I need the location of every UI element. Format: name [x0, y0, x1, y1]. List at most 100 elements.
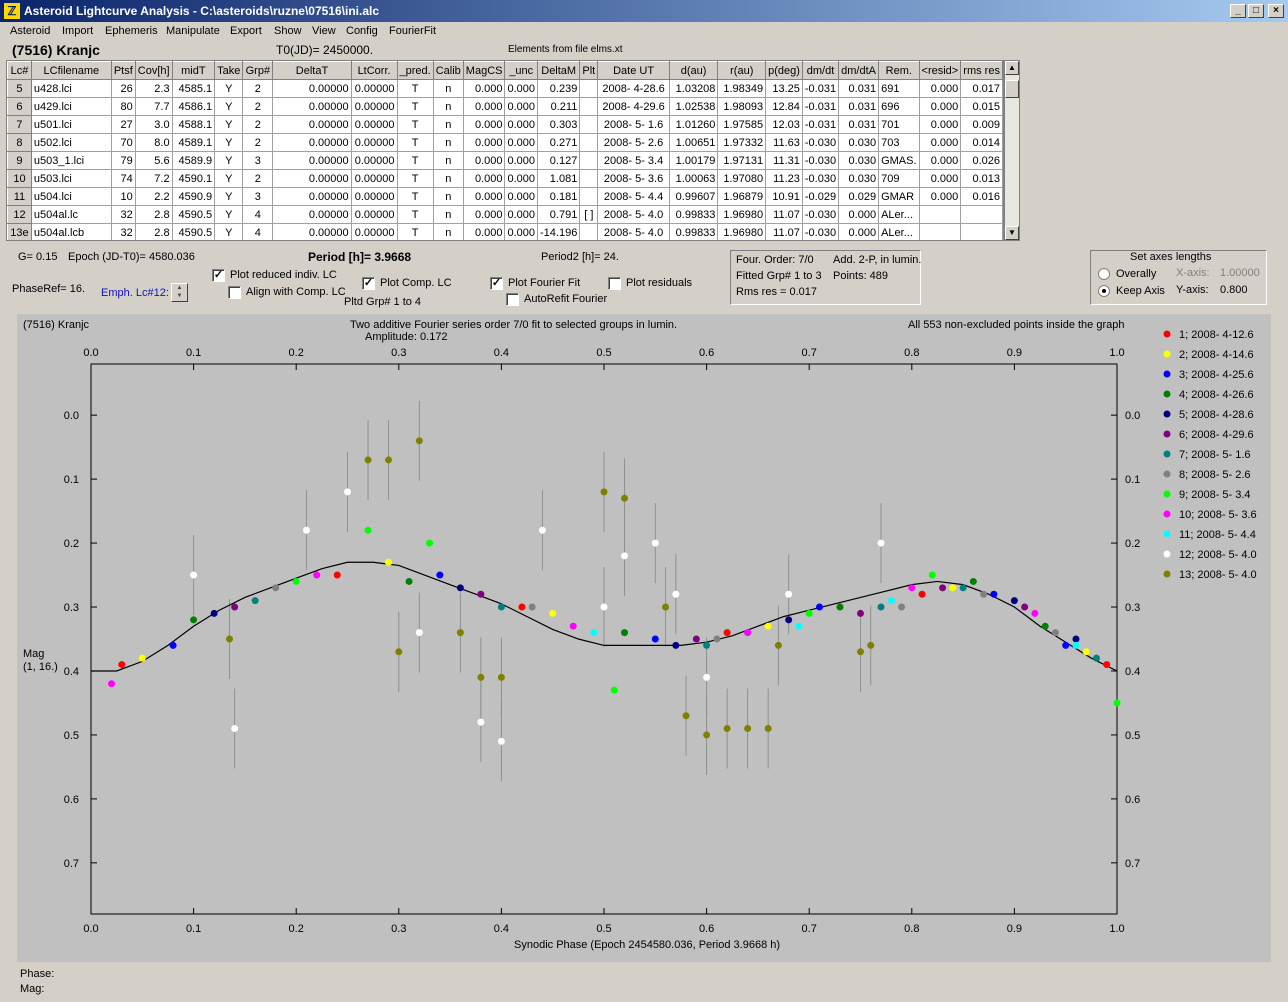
table-cell[interactable]: 80 [110, 97, 136, 116]
menu-export[interactable]: Export [230, 25, 262, 37]
table-cell[interactable]: 7.7 [134, 97, 173, 116]
plot-residuals-checkbox[interactable] [608, 277, 621, 290]
table-cell[interactable]: n [432, 79, 464, 98]
table-cell[interactable] [579, 79, 599, 98]
x-axis-value[interactable]: 1.00000 [1220, 267, 1260, 279]
table-cell[interactable]: T [396, 133, 434, 152]
table-cell[interactable]: 0.271 [537, 133, 581, 152]
table-cell[interactable]: 1.97332 [717, 133, 767, 152]
table-cell[interactable]: 5.6 [134, 151, 173, 170]
plot-reduced-checkbox[interactable]: ✓ [212, 269, 225, 282]
table-cell[interactable]: 4590.5 [171, 223, 216, 240]
table-cell[interactable]: 12.84 [765, 97, 803, 116]
table-cell[interactable]: 70 [110, 133, 136, 152]
table-cell[interactable]: n [432, 97, 464, 116]
table-cell[interactable]: Y [214, 223, 244, 240]
column-header[interactable]: DeltaT [272, 61, 352, 80]
table-cell[interactable]: 1.96980 [717, 223, 767, 240]
table-cell[interactable]: [ ] [579, 205, 599, 224]
table-cell[interactable]: 0.00000 [272, 115, 352, 134]
table-cell[interactable]: T [396, 169, 434, 188]
table-cell[interactable] [579, 187, 599, 206]
table-scrollbar[interactable]: ▲ ▼ [1004, 60, 1020, 241]
table-cell[interactable]: 2 [242, 169, 274, 188]
table-cell[interactable]: 2.2 [134, 187, 173, 206]
table-cell[interactable]: 0.000 [838, 205, 880, 224]
table-cell[interactable]: T [396, 187, 434, 206]
column-header[interactable]: MagCS [462, 61, 506, 80]
table-cell[interactable]: 0.00000 [350, 115, 398, 134]
table-cell[interactable] [579, 97, 599, 116]
keep-axis-radio[interactable] [1098, 285, 1110, 297]
table-cell[interactable]: 4586.1 [171, 97, 216, 116]
table-cell[interactable]: 13e [7, 223, 32, 240]
table-cell[interactable] [579, 115, 599, 134]
align-checkbox[interactable] [228, 286, 241, 299]
table-cell[interactable]: 1.00179 [668, 151, 719, 170]
table-cell[interactable]: 0.031 [838, 79, 880, 98]
column-header[interactable]: _pred. [396, 61, 434, 80]
column-header[interactable]: DeltaM [537, 61, 581, 80]
emph-spinner[interactable]: ▲ ▼ [171, 283, 188, 302]
table-cell[interactable]: 0.017 [960, 79, 1003, 98]
table-cell[interactable]: 32 [110, 205, 136, 224]
table-cell[interactable]: 0.031 [838, 97, 880, 116]
lightcurve-table[interactable]: Lc# LCfilename Ptsf Cov[h] midT Take Grp# Delta… [6, 60, 1004, 241]
menu-import[interactable]: Import [62, 25, 94, 37]
table-cell[interactable]: -0.029 [801, 187, 840, 206]
table-cell[interactable]: 696 [878, 97, 920, 116]
table-cell[interactable]: -0.030 [801, 205, 840, 224]
table-cell[interactable]: -0.030 [801, 169, 840, 188]
table-cell[interactable]: 2008- 5- 4.4 [597, 187, 670, 206]
table-cell[interactable]: 0.000 [462, 151, 506, 170]
table-cell[interactable] [918, 205, 962, 224]
table-cell[interactable]: 2.3 [134, 79, 173, 98]
table-cell[interactable]: 32 [110, 223, 136, 240]
table-cell[interactable]: 2008- 4-28.6 [597, 79, 670, 98]
column-header[interactable]: r(au) [717, 61, 767, 80]
table-cell[interactable]: 0.00000 [272, 223, 352, 240]
period-value[interactable]: Period [h]= 3.9668 [308, 250, 412, 264]
table-cell[interactable]: 0.181 [537, 187, 581, 206]
table-cell[interactable]: 1.97131 [717, 151, 767, 170]
table-cell[interactable]: 2008- 5- 2.6 [597, 133, 670, 152]
table-cell[interactable]: 0.030 [838, 169, 880, 188]
table-cell[interactable]: 0.000 [918, 133, 962, 152]
column-header[interactable]: Lc# [7, 61, 32, 80]
table-cell[interactable]: 11.31 [765, 151, 803, 170]
table-cell[interactable]: n [432, 151, 464, 170]
menu-config[interactable]: Config [346, 25, 378, 37]
table-cell[interactable]: 11.23 [765, 169, 803, 188]
spin-up-icon[interactable]: ▲ [176, 285, 183, 291]
pltd-grp-label[interactable]: Pltd Grp# 1 to 4 [344, 296, 422, 308]
lightcurve-chart[interactable]: 0.0 0.0 0.1 0.1 0.2 0.2 0.3 0.3 0.4 0.4 0.5 0.5 0.6 0… [17, 314, 1271, 962]
column-header[interactable]: p(deg) [765, 61, 803, 80]
table-cell[interactable]: Y [214, 151, 244, 170]
table-cell[interactable]: 0.00000 [272, 151, 352, 170]
plot-fourier-checkbox[interactable]: ✓ [490, 277, 503, 290]
table-cell[interactable]: Y [214, 79, 244, 98]
table-cell[interactable]: n [432, 115, 464, 134]
table-cell[interactable]: 2.8 [134, 223, 173, 240]
table-cell[interactable]: 7.2 [134, 169, 173, 188]
table-cell[interactable] [960, 223, 1003, 240]
column-header[interactable]: _unc [504, 61, 539, 80]
table-cell[interactable]: Y [214, 115, 244, 134]
column-header[interactable]: d(au) [668, 61, 719, 80]
table-cell[interactable]: 0.030 [838, 133, 880, 152]
minimize-button[interactable]: _ [1230, 4, 1246, 18]
table-cell[interactable]: 1.96980 [717, 205, 767, 224]
table-cell[interactable]: u504al.lcb [30, 223, 112, 240]
table-cell[interactable]: 1.081 [537, 169, 581, 188]
table-cell[interactable]: Y [214, 133, 244, 152]
table-cell[interactable]: 2008- 4-29.6 [597, 97, 670, 116]
table-row[interactable]: 13e u504al.lcb 32 2.8 4590.5 Y 4 0.00000 0.00000… [7, 223, 1003, 240]
table-cell[interactable]: 0.000 [462, 115, 506, 134]
spin-down-icon[interactable]: ▼ [176, 293, 183, 299]
table-cell[interactable]: 0.99833 [668, 223, 719, 240]
